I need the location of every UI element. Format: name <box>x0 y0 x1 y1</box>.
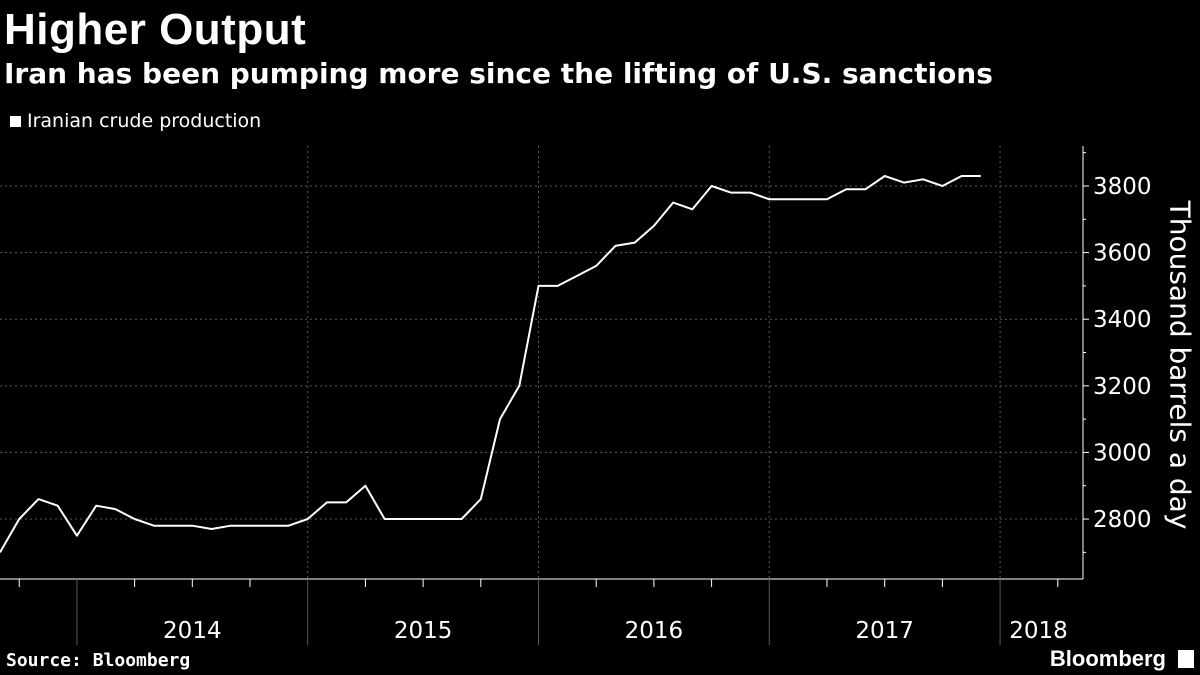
legend-label: Iranian crude production <box>27 110 262 132</box>
x-tick-label: 2018 <box>1009 618 1068 644</box>
chart-subtitle: Iran has been pumping more since the lif… <box>4 57 993 90</box>
y-tick-label: 3600 <box>1093 241 1152 267</box>
y-tick-label: 3000 <box>1093 440 1152 466</box>
y-tick-label: 3800 <box>1093 174 1152 200</box>
y-axis-label: Thousand barrels a day <box>1163 200 1197 530</box>
source-note: Source: Bloomberg <box>6 650 191 671</box>
series-line-iranian-crude-production <box>0 175 981 553</box>
chart-title: Higher Output <box>4 5 307 54</box>
y-tick-label: 2800 <box>1093 507 1152 533</box>
bloomberg-chart-icon <box>1178 650 1194 668</box>
x-tick-label: 2014 <box>163 618 222 644</box>
y-tick-label: 3200 <box>1093 374 1152 400</box>
x-tick-label: 2017 <box>855 618 914 644</box>
x-tick-label: 2016 <box>625 618 684 644</box>
legend: Iranian crude production <box>10 110 261 132</box>
y-tick-label: 3400 <box>1093 307 1152 333</box>
brand-logo: Bloomberg <box>1049 646 1166 671</box>
x-tick-label: 2015 <box>394 618 453 644</box>
legend-swatch <box>10 115 21 127</box>
